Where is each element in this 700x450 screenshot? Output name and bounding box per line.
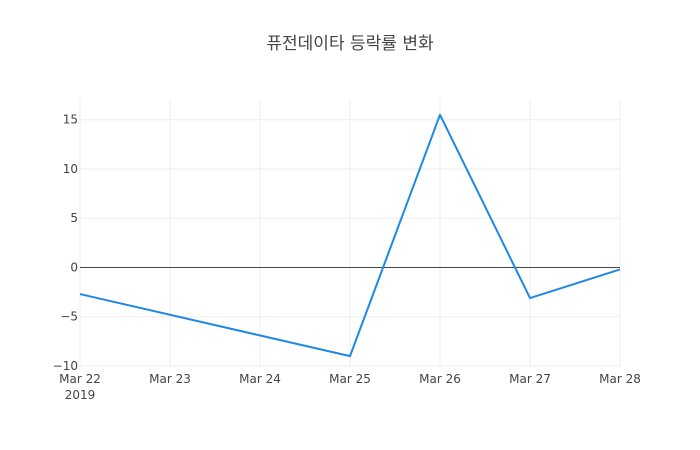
x-year-label: 2019 [65,388,96,402]
y-tick-label: −5 [60,310,78,324]
grid [79,100,621,367]
axes: Mar 22 Mar 23 Mar 24 Mar 25 Mar 26 Mar 27 Mar … [53,113,641,402]
y-tick-label: 5 [70,211,78,225]
y-tick-label: 0 [70,260,78,274]
y-tick-label: 10 [63,162,78,176]
x-tick-label: Mar 28 [599,372,641,386]
series-line [79,113,621,358]
x-tick-label: Mar 26 [419,372,461,386]
x-tick-label: Mar 23 [149,372,191,386]
x-tick-label: Mar 22 [59,372,101,386]
x-tick-label: Mar 24 [239,372,281,386]
y-tick-label: −10 [53,359,78,373]
x-tick-label: Mar 27 [509,372,551,386]
series-layer [79,113,621,358]
x-tick-label: Mar 25 [329,372,371,386]
y-tick-label: 15 [63,113,78,127]
chart-title: 퓨전데이타 등락률 변화 [266,34,434,54]
